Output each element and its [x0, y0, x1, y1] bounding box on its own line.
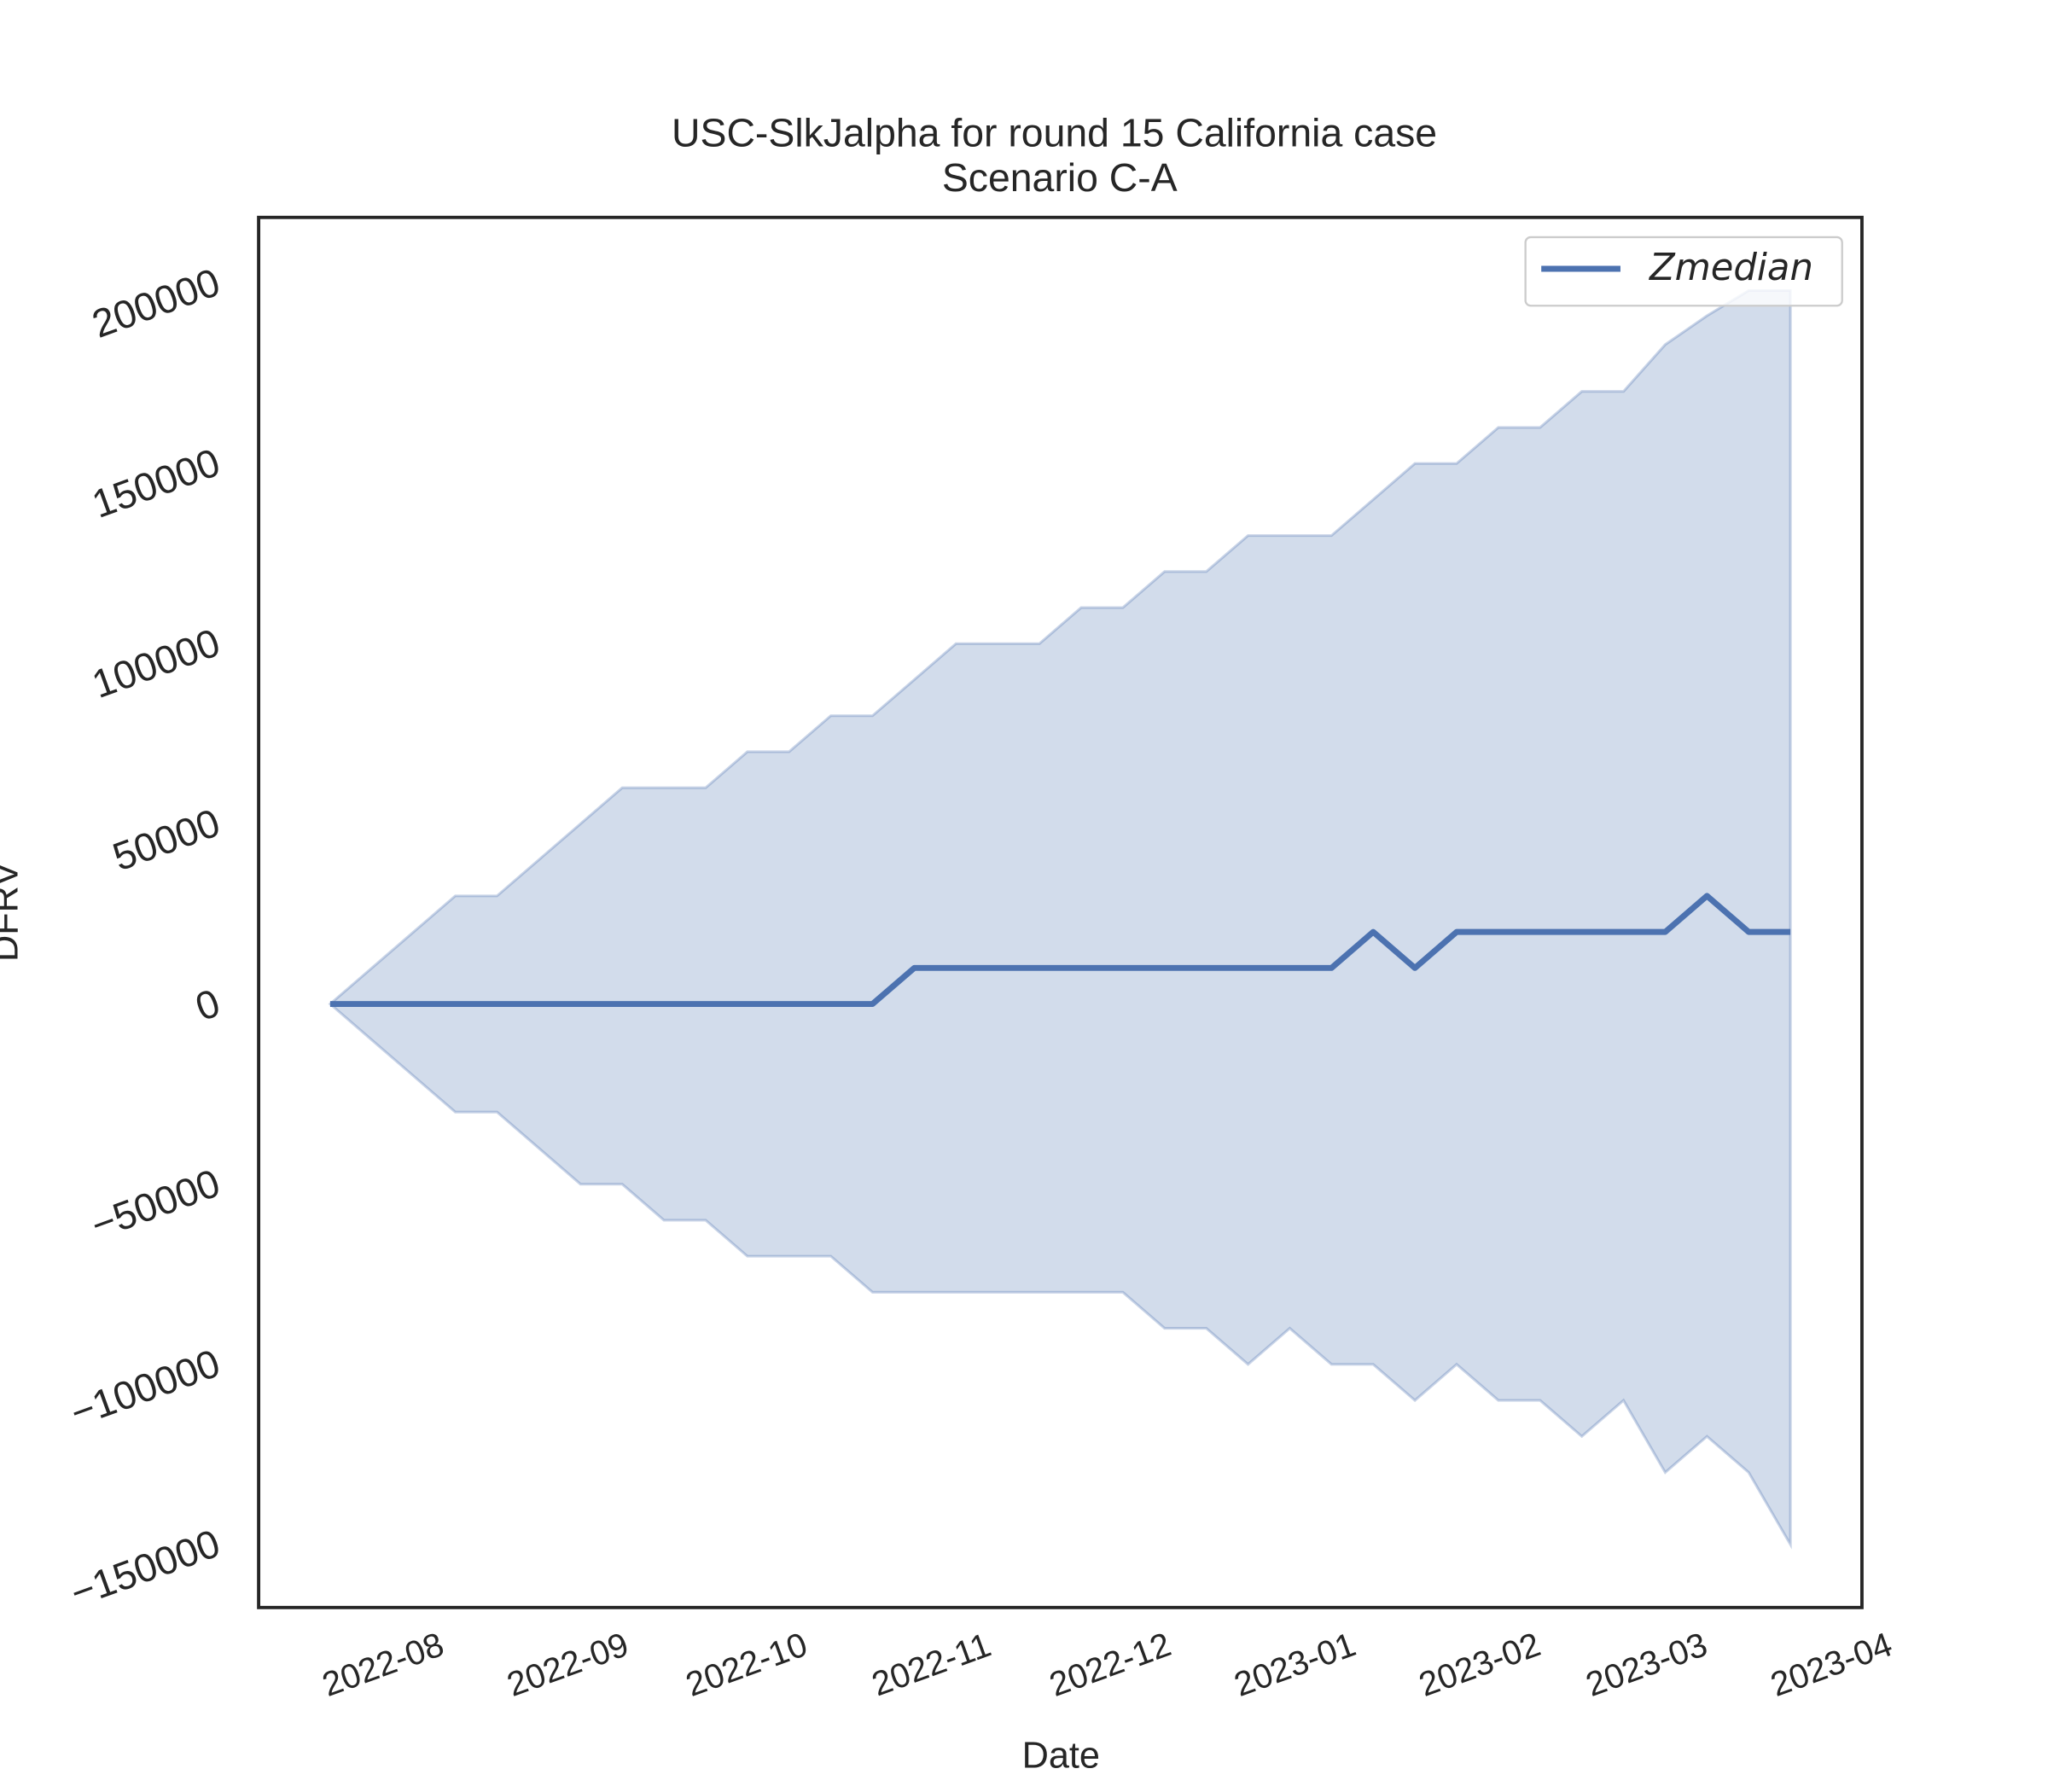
chart-subtitle: Scenario C-A	[942, 155, 1178, 200]
legend-box	[1524, 236, 1843, 307]
axes-frame	[257, 215, 1864, 1609]
legend-label: Zmedian	[1649, 247, 1813, 289]
chart-title: USC-SlkJalpha for round 15 California ca…	[672, 110, 1437, 154]
uncertainty-band	[328, 288, 1792, 1550]
y-axis-label: DFRV	[0, 862, 26, 962]
x-axis-label: Date	[1022, 1735, 1100, 1776]
median-line	[329, 893, 1791, 1008]
